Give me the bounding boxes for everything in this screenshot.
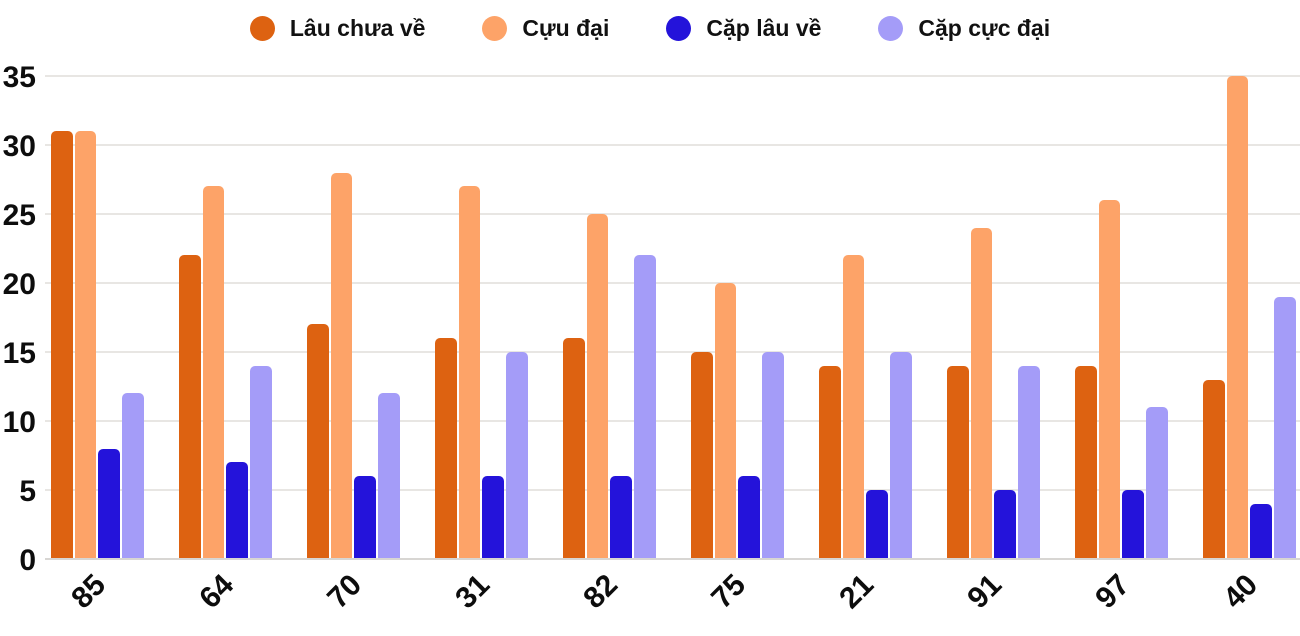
- bar-85-series4[interactable]: [122, 393, 144, 559]
- bar-chart: Lâu chưa về Cựu đại Cặp lâu về Cặp cực đại …: [0, 6, 1300, 615]
- bar-31-series4[interactable]: [506, 352, 528, 559]
- bar-85-series3[interactable]: [98, 448, 120, 559]
- y-axis-tick-label: 5: [19, 475, 36, 508]
- bar-85-series1[interactable]: [51, 131, 73, 559]
- bar-97-series2[interactable]: [1098, 200, 1121, 559]
- bar-70-series1[interactable]: [307, 324, 329, 559]
- bar-97-series1[interactable]: [1075, 365, 1097, 559]
- bar-21-series2[interactable]: [842, 255, 865, 559]
- bar-82-series2[interactable]: [586, 214, 609, 559]
- x-axis-tick-label: 64: [193, 568, 241, 616]
- bar-75-series2[interactable]: [714, 283, 737, 559]
- y-axis-tick-label: 20: [2, 268, 36, 301]
- bar-40-series1[interactable]: [1203, 379, 1225, 559]
- bar-91-series2[interactable]: [970, 227, 993, 559]
- bar-91-series4[interactable]: [1018, 365, 1040, 559]
- x-axis-line: [45, 558, 1300, 560]
- x-axis-tick-label: 21: [833, 568, 881, 616]
- bar-97-series4[interactable]: [1146, 407, 1168, 559]
- bar-40-series4[interactable]: [1274, 296, 1296, 559]
- bar-85-series2[interactable]: [74, 131, 97, 559]
- x-axis-tick-label: 40: [1217, 568, 1265, 616]
- gridline-y25: [45, 213, 1300, 215]
- bar-97-series3[interactable]: [1122, 490, 1144, 559]
- x-axis-tick-label: 91: [961, 568, 1009, 616]
- bar-70-series4[interactable]: [378, 393, 400, 559]
- bar-91-series3[interactable]: [994, 490, 1016, 559]
- bar-21-series3[interactable]: [866, 490, 888, 559]
- legend-swatch-icon: [482, 15, 508, 41]
- gridline-y30: [45, 144, 1300, 146]
- bar-64-series1[interactable]: [179, 255, 201, 559]
- bar-82-series3[interactable]: [610, 476, 632, 559]
- bar-21-series4[interactable]: [890, 352, 912, 559]
- legend-item-3[interactable]: Cặp lâu về: [666, 15, 821, 42]
- legend-item-1[interactable]: Lâu chưa về: [249, 14, 426, 42]
- bar-31-series2[interactable]: [458, 186, 481, 559]
- y-axis-tick-label: 0: [19, 544, 36, 577]
- gridline-y20: [45, 282, 1300, 284]
- legend-swatch-icon: [666, 15, 692, 41]
- y-axis-tick-label: 25: [2, 199, 36, 232]
- x-axis-tick-label: 85: [65, 568, 113, 616]
- legend-swatch-icon: [249, 15, 275, 41]
- bar-64-series3[interactable]: [226, 462, 248, 559]
- legend-item-label: Cặp cực đại: [918, 14, 1051, 41]
- bar-75-series1[interactable]: [691, 352, 713, 559]
- y-axis-tick-label: 30: [2, 130, 36, 163]
- bar-40-series3[interactable]: [1250, 503, 1272, 559]
- gridline-y5: [45, 489, 1300, 491]
- bar-64-series2[interactable]: [202, 186, 225, 559]
- gridline-y10: [45, 420, 1300, 422]
- bar-75-series3[interactable]: [738, 476, 760, 559]
- legend-item-4[interactable]: Cặp cực đại: [878, 15, 1050, 42]
- y-axis-tick-label: 35: [2, 61, 36, 94]
- bar-70-series2[interactable]: [330, 172, 353, 559]
- bar-82-series4[interactable]: [634, 255, 656, 559]
- x-axis-tick-label: 97: [1089, 568, 1137, 616]
- gridline-y15: [45, 351, 1300, 353]
- x-axis-tick-label: 70: [321, 568, 369, 616]
- bar-70-series3[interactable]: [354, 476, 376, 559]
- bar-40-series2[interactable]: [1226, 76, 1249, 559]
- gridline-y35: [45, 75, 1300, 77]
- legend-item-label: Cựu đại: [522, 14, 610, 41]
- legend-swatch-icon: [878, 15, 904, 41]
- bar-31-series3[interactable]: [482, 476, 504, 559]
- bar-75-series4[interactable]: [762, 352, 784, 559]
- legend-item-label: Lâu chưa về: [289, 14, 426, 41]
- x-axis-tick-label: 82: [577, 568, 625, 616]
- y-axis-tick-label: 10: [2, 406, 36, 439]
- legend-item-label: Cặp lâu về: [706, 14, 822, 41]
- bar-91-series1[interactable]: [947, 365, 969, 559]
- x-axis-tick-label: 31: [449, 568, 497, 616]
- y-axis-tick-label: 15: [2, 337, 36, 370]
- bar-21-series1[interactable]: [819, 365, 841, 559]
- legend-item-2[interactable]: Cựu đại: [482, 15, 609, 42]
- x-axis-tick-label: 75: [705, 568, 753, 616]
- bar-31-series1[interactable]: [435, 338, 457, 559]
- bar-82-series1[interactable]: [563, 338, 585, 559]
- chart-legend: Lâu chưa về Cựu đại Cặp lâu về Cặp cực đại: [0, 6, 1300, 50]
- bar-64-series4[interactable]: [250, 365, 272, 559]
